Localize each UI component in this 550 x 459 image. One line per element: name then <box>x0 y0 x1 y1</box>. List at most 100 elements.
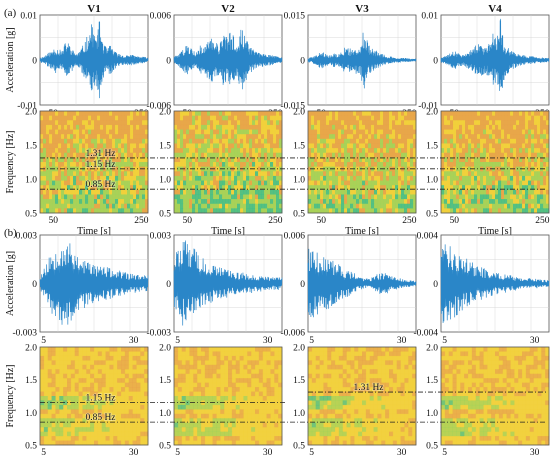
spectrogram-cell <box>444 175 448 181</box>
spectrogram-cell <box>189 396 194 401</box>
spectrogram-cell <box>389 162 393 168</box>
spectrogram-cell <box>492 180 496 186</box>
spectrogram-cell <box>204 203 208 209</box>
spectrogram-cell <box>101 387 106 392</box>
spectrogram-cell <box>507 194 511 200</box>
spectrogram-cell <box>46 157 50 163</box>
spectrogram-cell <box>356 208 360 214</box>
spectrogram-cell <box>267 138 271 144</box>
spectrogram-cell <box>327 360 332 366</box>
spectrogram-cell <box>262 387 267 392</box>
spectrogram-cell <box>193 360 198 366</box>
spectrogram-cell <box>181 409 186 415</box>
spectrogram-cell <box>210 115 214 121</box>
spectrogram-cell <box>317 180 321 186</box>
spectrogram-cell <box>177 351 183 357</box>
spectrogram-cell <box>483 152 487 158</box>
spectrogram-cell <box>522 157 526 163</box>
spectrogram-cell <box>270 404 275 410</box>
spectrogram-cell <box>220 364 225 370</box>
spectrogram-cell <box>127 166 131 172</box>
spectrogram-cell <box>136 351 141 357</box>
spectrogram-cell <box>207 129 211 135</box>
spectrogram-cell <box>317 115 321 121</box>
spectrogram-cell <box>441 162 445 168</box>
spectrogram-cell <box>91 208 95 214</box>
spectrogram-cell <box>373 387 378 392</box>
spectrogram-cell <box>338 166 342 172</box>
spectrogram-cell <box>219 120 223 126</box>
x-axis-label: Time [s] <box>211 226 245 237</box>
spectrogram-cell <box>447 111 451 117</box>
spectrogram-cell <box>385 400 390 406</box>
spectrogram-cell <box>507 189 511 195</box>
spectrogram-cell <box>231 138 235 144</box>
spectrogram-cell <box>522 171 526 177</box>
spectrogram-cell <box>82 382 87 388</box>
spectrogram-cell <box>216 436 221 441</box>
spectrogram-cell <box>67 180 71 186</box>
spectrogram-cell <box>180 171 184 177</box>
spectrogram-cell <box>189 194 193 200</box>
spectrogram-cell <box>477 152 481 158</box>
spectrogram-cell <box>94 143 98 149</box>
spectrogram-cell <box>136 360 141 366</box>
spectrogram-cell <box>450 175 454 181</box>
spectrogram-cell <box>201 382 206 388</box>
spectrogram-cell <box>381 373 386 379</box>
spectrogram-cell <box>124 194 128 200</box>
spectrogram-cell <box>255 189 259 195</box>
spectrogram-cell <box>212 360 217 366</box>
spectrogram-cell <box>132 409 137 415</box>
spectrogram-cell <box>144 431 149 437</box>
spectrogram-cell <box>97 129 101 135</box>
spectrogram-cell <box>105 396 110 401</box>
y-tick-label: 1.0 <box>25 409 37 419</box>
spectrogram-cell <box>315 378 320 384</box>
spectrogram-cell <box>216 355 221 361</box>
spectrogram-cell <box>231 124 235 130</box>
spectrogram-cell <box>234 134 238 140</box>
spectrogram-cell <box>386 175 390 181</box>
spectrogram-cell <box>492 138 496 144</box>
spectrogram-cell <box>46 185 50 191</box>
spectrogram-cell <box>74 404 79 410</box>
spectrogram-cell <box>186 152 190 158</box>
y-tick-label: -0.006 <box>280 329 305 339</box>
spectrogram-cell <box>534 162 538 168</box>
spectrogram-cell <box>474 115 478 121</box>
spectrogram-cell <box>240 138 244 144</box>
spectrogram-cell <box>136 404 141 410</box>
spectrogram-cell <box>220 369 225 375</box>
spectrogram-cell <box>82 111 86 117</box>
spectrogram-cell <box>109 427 114 433</box>
spectrogram-cell <box>124 373 130 379</box>
spectrogram-cell <box>311 364 317 370</box>
spectrogram-cell <box>327 347 332 352</box>
spectrogram-cell <box>174 115 178 121</box>
spectrogram-cell <box>498 129 502 135</box>
spectrogram-cell <box>278 364 283 370</box>
spectrogram-cell <box>274 440 279 446</box>
spectrogram-cell <box>177 400 183 406</box>
spectrogram-cell <box>413 203 417 209</box>
spectrogram-cell <box>90 373 95 379</box>
spectrogram-cell <box>88 199 92 205</box>
spectrogram-cell <box>224 347 229 352</box>
spectrogram-cell <box>113 369 118 375</box>
spectrogram-cell <box>531 138 535 144</box>
spectrogram-cell <box>386 203 390 209</box>
spectrogram-cell <box>477 166 481 172</box>
spectrogram-cell <box>113 391 118 397</box>
spectrogram-cell <box>136 396 141 401</box>
spectrogram-cell <box>408 347 413 352</box>
spectrogram-cell <box>444 189 448 195</box>
spectrogram-cell <box>181 369 186 375</box>
spectrogram-cell <box>118 111 122 117</box>
spectrogram-cell <box>342 378 347 384</box>
spectrogram-cell <box>400 347 405 352</box>
spectrogram-cell <box>247 369 252 375</box>
spectrogram-cell <box>121 199 125 205</box>
spectrogram-cell <box>311 120 315 126</box>
spectrogram-cell <box>88 134 92 140</box>
